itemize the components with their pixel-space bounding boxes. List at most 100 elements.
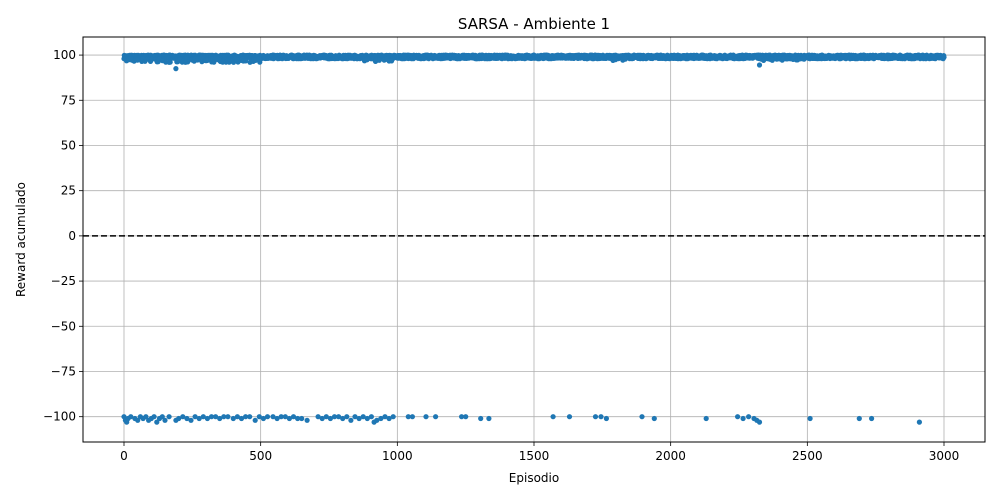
x-tick-label: 1500 [519,449,550,463]
scatter-point [257,59,263,65]
x-axis-ticks: 0 500 1000 1500 2000 2500 3000 [120,442,959,463]
scatter-point-negative [386,415,392,422]
scatter-point-negative [166,414,172,420]
scatter-point-negative [217,415,223,422]
scatter-point-outlier [756,62,763,68]
y-tick-label: 100 [53,48,76,62]
scatter-point-negative [869,415,875,422]
scatter-point-negative [703,415,709,422]
x-axis-label: Episodio [509,471,559,485]
scatter-point-negative [409,414,415,420]
scatter-point-negative [184,415,190,422]
scatter-point-negative [213,414,219,420]
scatter-point-negative [348,417,354,423]
scatter-point-negative [340,415,346,422]
chart-title: SARSA - Ambiente 1 [458,15,610,33]
scatter-point-outlier [372,58,379,64]
scatter-point-negative [304,417,310,423]
scatter-point-negative [282,414,288,420]
y-axis-label: Reward acumulado [14,182,28,297]
scatter-point-negative [264,414,271,420]
scatter-point-negative [364,415,370,422]
scatter-point-negative [360,414,366,420]
x-tick-label: 2000 [655,449,686,463]
scatter-point [167,59,173,65]
scatter-point-negative [315,414,321,420]
scatter-point-negative [566,414,573,420]
scatter-point-negative [323,414,329,420]
scatter-points [121,52,947,425]
scatter-point-negative [916,419,923,425]
y-tick-label: 75 [61,93,76,107]
x-tick-label: 2500 [792,449,823,463]
scatter-point-negative [154,419,160,425]
x-tick-label: 0 [120,449,128,463]
scatter-point-negative [260,415,266,422]
x-tick-label: 500 [249,449,272,463]
scatter-point [622,56,628,62]
scatter-point-negative [592,414,599,420]
scatter-point-negative [256,414,262,420]
scatter-point-negative [382,414,388,420]
scatter-point [364,57,370,63]
scatter-point-negative [423,414,429,420]
scatter-point-negative [478,415,484,422]
scatter-point-negative [740,415,746,422]
y-tick-label: 25 [61,184,76,198]
scatter-point-negative [295,415,301,422]
scatter-point-negative [208,414,215,420]
scatter-point [612,57,619,63]
scatter-point [801,56,807,62]
scatter-point-negative [221,414,227,420]
scatter-point-negative [243,414,249,420]
y-tick-label: 50 [61,138,76,152]
scatter-point [243,58,249,64]
scatter-point-negative [331,414,338,420]
scatter-point [134,57,140,63]
scatter-point-negative [252,417,258,423]
scatter-point-negative [299,415,305,422]
scatter-point-negative [278,414,284,420]
scatter-point-negative [159,414,165,420]
scatter-point-negative [319,415,325,422]
scatter-point-negative [344,414,350,420]
scatter-point-negative [238,415,245,422]
scatter-point-negative [433,414,439,420]
scatter-point-negative [405,414,411,420]
scatter-point-negative [162,417,168,423]
scatter-point-outlier [182,59,189,65]
scatter-point-negative [204,415,210,422]
grid-lines [83,37,985,442]
scatter-point-outlier [173,66,179,72]
scatter-point-negative [274,415,280,422]
x-tick-label: 3000 [929,449,960,463]
scatter-point-negative [176,415,182,422]
scatter-point-negative [378,415,384,422]
y-tick-label: −25 [51,274,76,288]
scatter-point-negative [192,414,198,420]
scatter-point [389,58,395,64]
scatter-point-negative [856,415,862,422]
x-tick-label: 1000 [382,449,413,463]
scatter-point-negative [225,414,231,420]
scatter-point-negative [639,414,645,420]
scatter-point-negative [270,414,276,420]
scatter-point-negative [735,414,741,420]
y-axis-ticks: 100 75 50 25 0 −25 −50 −75 −100 [43,48,83,424]
y-tick-label: 0 [68,229,76,243]
scatter-point-negative [336,414,342,420]
scatter-point-negative [459,414,465,420]
scatter-point [769,57,775,63]
scatter-point [761,57,767,64]
scatter-point [785,56,791,62]
scatter-point-negative [550,414,556,420]
scatter-point-negative [746,414,752,420]
scatter-point-negative [290,414,297,420]
scatter-point-negative [234,414,240,420]
scatter-point-negative [368,414,374,420]
scatter-point [149,57,155,63]
scatter-point-negative [196,415,202,422]
scatter-point-negative [135,417,141,423]
scatter-point-negative [374,417,380,423]
scatter-point-negative [807,415,813,422]
